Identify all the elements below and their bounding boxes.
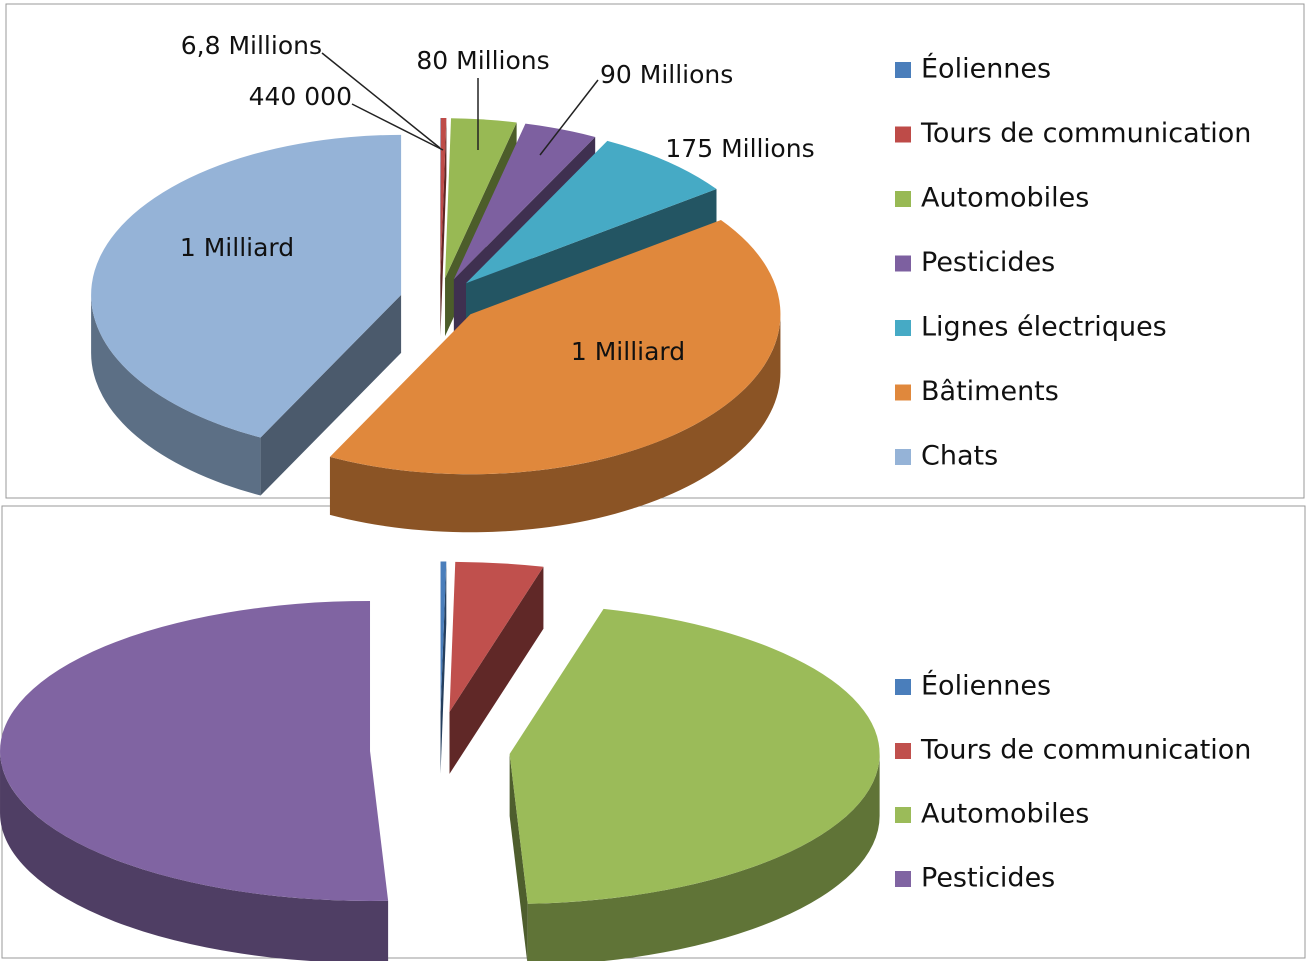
data-label: 80 Millions (416, 46, 549, 75)
legend-swatch (895, 807, 911, 823)
legend-swatch (895, 871, 911, 887)
legend-swatch (895, 191, 911, 207)
legend-label: Pesticides (921, 247, 1055, 278)
data-label: 1 Milliard (180, 233, 294, 262)
legend-label: Chats (921, 441, 998, 472)
legend-swatch (895, 385, 911, 401)
legend-swatch (895, 62, 911, 78)
data-label: 440 000 (249, 82, 352, 111)
legend-swatch (895, 743, 911, 759)
legend-swatch (895, 256, 911, 272)
legend-label: Tours de communication (920, 735, 1251, 766)
data-label: 90 Millions (600, 60, 733, 89)
legend-swatch (895, 679, 911, 695)
legend-label: Automobiles (921, 799, 1089, 830)
legend-swatch (895, 320, 911, 336)
legend-label: Pesticides (921, 863, 1055, 894)
data-label: 175 Millions (665, 134, 814, 163)
legend-label: Tours de communication (920, 118, 1251, 149)
legend-label: Automobiles (921, 183, 1089, 214)
legend-label: Éoliennes (921, 670, 1051, 702)
legend-label: Lignes électriques (921, 312, 1167, 343)
data-label: 1 Milliard (571, 337, 685, 366)
legend-label: Bâtiments (921, 376, 1059, 407)
legend-label: Éoliennes (921, 53, 1051, 85)
data-label: 6,8 Millions (181, 31, 322, 60)
legend-swatch (895, 449, 911, 465)
legend-swatch (895, 127, 911, 143)
